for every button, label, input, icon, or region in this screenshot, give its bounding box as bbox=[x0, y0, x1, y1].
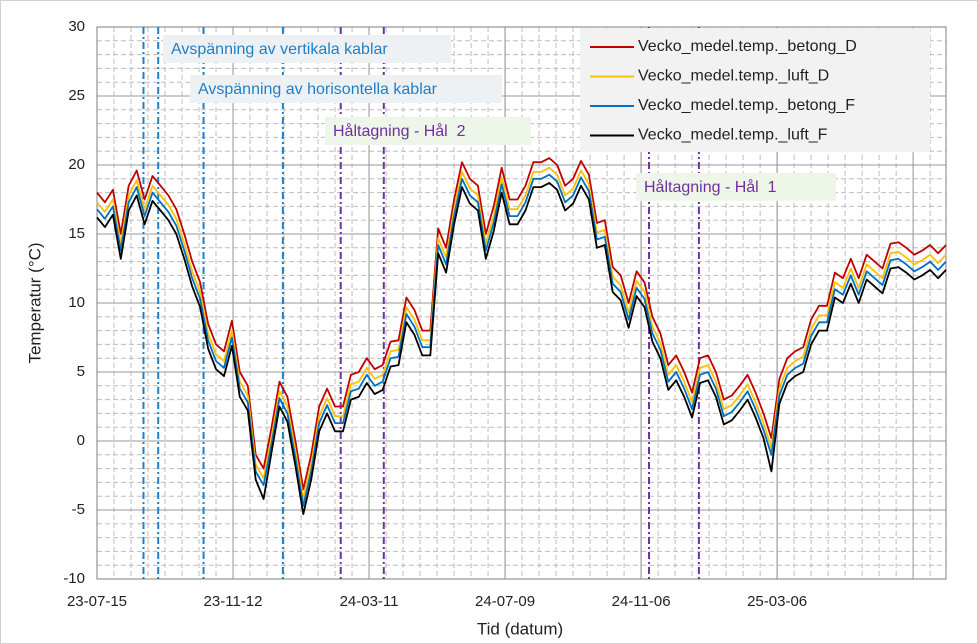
y-tick-label: 30 bbox=[68, 18, 85, 35]
x-tick-label: 25-03-06 bbox=[747, 593, 807, 610]
series-line bbox=[96, 173, 947, 507]
x-tick-label: 24-11-06 bbox=[612, 593, 671, 610]
x-tick-label: 24-03-11 bbox=[340, 593, 399, 610]
legend-label: Vecko_medel.temp._luft_F bbox=[638, 127, 828, 144]
annotation-label: Avspänning av vertikala kablar bbox=[171, 41, 388, 58]
x-tick-label: 24-07-09 bbox=[475, 593, 535, 610]
y-tick-label: 5 bbox=[77, 363, 85, 380]
annotation-box bbox=[190, 75, 502, 103]
legend-label: Vecko_medel.temp._luft_D bbox=[638, 68, 829, 85]
annotation-label: Håltagning - Hål 1 bbox=[644, 178, 777, 196]
legend-label: Vecko_medel.temp._betong_D bbox=[638, 38, 857, 55]
y-tick-label: 25 bbox=[68, 87, 85, 104]
series-line bbox=[96, 157, 947, 491]
annotation-box bbox=[636, 173, 836, 201]
x-tick-label: 23-11-12 bbox=[204, 593, 263, 610]
y-tick-label: 0 bbox=[77, 432, 85, 449]
y-tick-label: -5 bbox=[72, 501, 85, 518]
plot-frame bbox=[96, 26, 947, 580]
y-axis-label: Temperatur (°C) bbox=[25, 242, 44, 363]
series-line bbox=[96, 182, 947, 515]
y-tick-label: -10 bbox=[63, 570, 85, 587]
annotation-label: Håltagning - Hål 2 bbox=[333, 122, 466, 140]
legend-box bbox=[580, 28, 930, 152]
annotation-box bbox=[325, 117, 531, 145]
x-axis-label: Tid (datum) bbox=[477, 619, 563, 638]
y-tick-label: 15 bbox=[68, 225, 85, 242]
annotation-box bbox=[163, 35, 451, 63]
annotation-label: Avspänning av horisontella kablar bbox=[198, 81, 438, 98]
y-tick-label: 10 bbox=[68, 294, 85, 311]
x-tick-label: 23-07-15 bbox=[67, 593, 127, 610]
series-line bbox=[96, 166, 947, 500]
y-tick-label: 20 bbox=[68, 156, 85, 173]
legend-label: Vecko_medel.temp._betong_F bbox=[638, 97, 855, 114]
